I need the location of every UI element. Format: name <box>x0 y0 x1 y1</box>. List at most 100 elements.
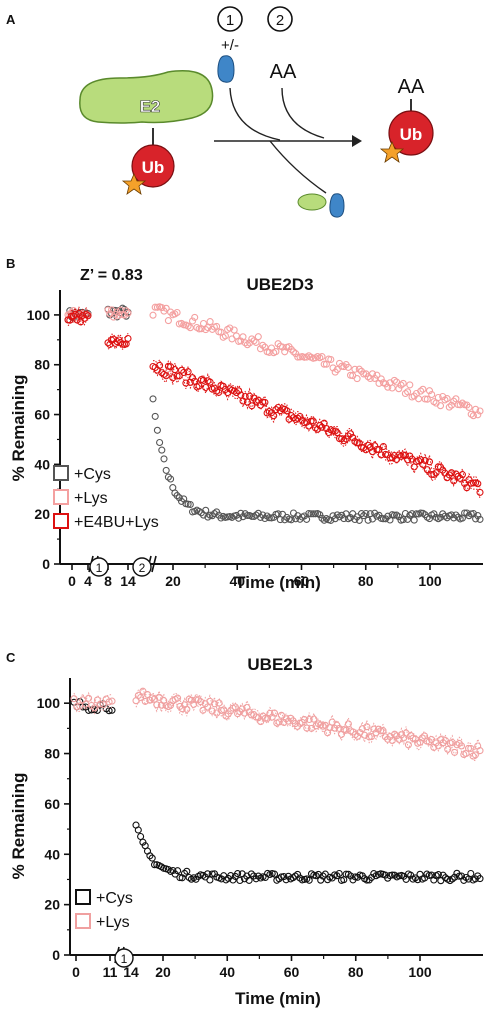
chart-c-x-tick-label: 40 <box>219 964 235 980</box>
chart-b-point <box>202 383 210 392</box>
chart-c-point <box>96 700 104 708</box>
chart-c-point <box>444 745 452 753</box>
chart-b-point <box>164 473 172 481</box>
chart-b-point <box>349 433 357 442</box>
chart-b-point <box>239 333 247 341</box>
ub-left-icon: Ub <box>131 144 175 188</box>
chart-b-point <box>320 360 328 368</box>
chart-c-error-band-upper <box>135 686 481 753</box>
chart-b-point <box>162 304 170 312</box>
chart-b-point <box>463 484 471 492</box>
chart-c-point <box>143 690 152 699</box>
chart-b-point <box>113 338 121 346</box>
chart-b-ylabel: % Remaining <box>9 375 28 482</box>
chart-c-point <box>174 867 182 875</box>
chart-c-point <box>333 872 341 880</box>
chart-b-point <box>307 510 315 518</box>
chart-c-point <box>363 723 371 731</box>
chart-c-x-tick-label: 11 <box>103 964 118 980</box>
chart-b-point <box>221 332 229 340</box>
chart-c-ylabel: % Remaining <box>9 773 28 880</box>
chart-b-step-marker-label: 1 <box>96 561 103 575</box>
chart-c-point <box>404 741 412 749</box>
chart-b-y-tick-label: 60 <box>34 407 50 423</box>
chart-c-y-tick-label: 80 <box>44 746 60 762</box>
chart-b-point <box>149 311 157 319</box>
scheme-step2-marker: 2 <box>267 6 293 32</box>
chart-c-point <box>73 703 81 711</box>
chart-b-point <box>177 366 186 374</box>
chart-b-point <box>395 385 403 393</box>
ub-right-label: Ub <box>400 125 423 144</box>
chart-c-point <box>439 739 447 747</box>
chart-b-point <box>204 513 212 521</box>
chart-c-point <box>268 713 276 721</box>
chart-c-point <box>208 707 216 715</box>
chart-b-point <box>250 337 258 345</box>
chart-b-point <box>353 375 361 383</box>
chart-b-point <box>272 406 280 414</box>
chart-b-point <box>164 317 172 325</box>
chart-b-point <box>248 335 256 343</box>
chart-b-point <box>452 511 460 519</box>
chart-b-point <box>248 512 256 520</box>
chart-b-point <box>151 303 159 311</box>
chart-c-point <box>464 744 473 752</box>
chart-b-point <box>476 407 484 415</box>
chart-c-point <box>254 714 262 722</box>
chart-b-point <box>309 417 317 425</box>
chart-b-point <box>397 381 405 389</box>
chart-c-point <box>153 701 161 709</box>
chart-c-y-tick-label: 100 <box>37 695 61 711</box>
chart-b-point <box>206 378 214 386</box>
chart-b-point <box>283 407 291 415</box>
chart-b-point <box>364 516 372 524</box>
chart-c-point <box>379 727 387 735</box>
chart-c-point <box>231 703 239 711</box>
chart-b-point <box>158 304 166 312</box>
chart-c-point <box>476 875 484 883</box>
chart-b-point <box>285 415 293 423</box>
chart-b-point <box>162 466 170 474</box>
chart-b-point <box>254 333 262 341</box>
chart-b-point <box>360 512 368 520</box>
chart-b-point <box>425 458 434 466</box>
chart-b-point <box>362 509 370 518</box>
chart-b-point <box>318 514 326 522</box>
chart-c-point <box>169 866 177 875</box>
chart-c-point <box>312 722 320 730</box>
chart-b-point <box>226 324 234 332</box>
chart-c-legend-label: +Lys <box>96 914 130 931</box>
chart-b-point <box>333 511 341 519</box>
chart-b-point <box>371 442 379 450</box>
chart-b-point <box>331 515 339 523</box>
chart-c-point <box>183 705 191 713</box>
chart-c-point <box>451 748 459 756</box>
chart-b-point <box>340 363 348 371</box>
chart-c-point <box>270 709 279 717</box>
chart-b-point <box>241 510 249 518</box>
chart-c-point <box>467 869 475 878</box>
chart-b-point <box>331 427 339 435</box>
chart-c-point <box>146 696 154 704</box>
chart-b-y-tick-label: 20 <box>34 506 50 522</box>
chart-c-point <box>155 693 163 701</box>
chart-b-point <box>167 475 175 483</box>
chart-b-point <box>384 512 392 520</box>
chart-c-x-tick-label: 20 <box>155 964 171 980</box>
chart-c-point <box>388 871 396 879</box>
chart-b-title: UBE2D3 <box>246 275 313 294</box>
chart-c-point <box>266 709 274 717</box>
chart-c-point <box>141 697 149 705</box>
chart-b-point <box>474 480 482 488</box>
chart-c-error-band-lower <box>73 703 113 715</box>
chart-b-point <box>401 389 409 398</box>
chart-b-point <box>171 366 179 374</box>
chart-b-point <box>188 317 197 325</box>
scheme-step1-label: 1 <box>226 12 234 29</box>
ub-left-label: Ub <box>142 158 165 177</box>
chart-c-point <box>451 873 459 881</box>
chart-b-point <box>294 414 302 422</box>
panel-letter-c: C <box>6 650 16 665</box>
chart-b-point <box>346 430 355 438</box>
